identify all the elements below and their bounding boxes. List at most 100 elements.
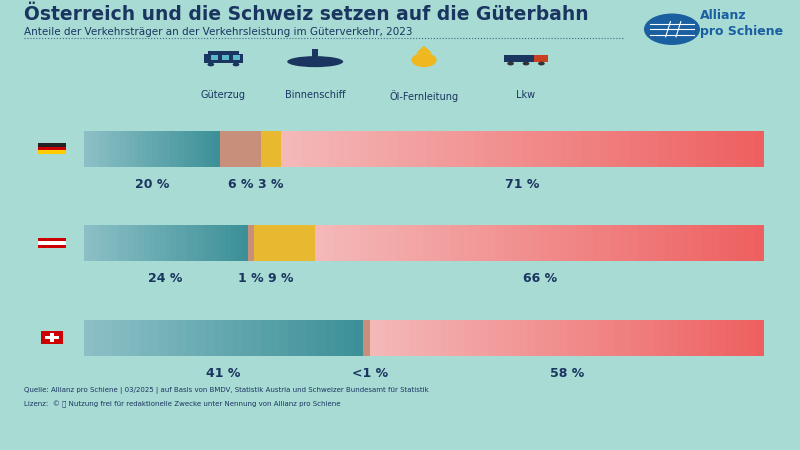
Bar [686, 130, 697, 166]
Bar [619, 130, 630, 166]
Bar [84, 130, 89, 166]
Bar [41, 331, 63, 344]
Bar [315, 225, 325, 261]
Bar [204, 225, 210, 261]
Text: 41 %: 41 % [206, 367, 241, 380]
Bar [106, 225, 111, 261]
Text: 20 %: 20 % [135, 178, 169, 191]
Text: 71 %: 71 % [506, 178, 540, 191]
Bar [84, 320, 94, 356]
Bar [697, 130, 706, 166]
Bar [204, 54, 243, 63]
Bar [585, 225, 594, 261]
Bar [614, 320, 622, 356]
Bar [610, 130, 619, 166]
Bar [282, 130, 291, 166]
Bar [125, 130, 130, 166]
Bar [282, 130, 764, 166]
Bar [532, 130, 542, 166]
Bar [188, 130, 194, 166]
Text: pro Schiene: pro Schiene [700, 25, 783, 38]
Bar [494, 225, 504, 261]
Bar [441, 225, 450, 261]
Bar [602, 225, 612, 261]
Bar [522, 225, 531, 261]
Text: 1 %: 1 % [238, 272, 263, 285]
Bar [693, 320, 702, 356]
Bar [223, 320, 233, 356]
Bar [406, 130, 417, 166]
Bar [606, 320, 614, 356]
Bar [456, 320, 465, 356]
Bar [630, 320, 638, 356]
Bar [94, 320, 103, 356]
Bar [150, 225, 155, 261]
Bar [179, 130, 184, 166]
Bar [117, 225, 122, 261]
Bar [416, 130, 426, 166]
Bar [100, 225, 106, 261]
Bar [147, 130, 152, 166]
Bar [351, 225, 361, 261]
Bar [755, 225, 765, 261]
Bar [534, 55, 549, 62]
Bar [144, 225, 150, 261]
Bar [127, 225, 134, 261]
Bar [486, 225, 495, 261]
Bar [182, 225, 188, 261]
Bar [692, 225, 702, 261]
Bar [106, 130, 111, 166]
Bar [270, 320, 279, 356]
Bar [522, 130, 533, 166]
Bar [149, 320, 158, 356]
Bar [45, 336, 59, 339]
Circle shape [507, 62, 514, 65]
Text: Quelle: Allianz pro Schiene | 03/2025 | auf Basis von BMDV, Statistik Austria un: Quelle: Allianz pro Schiene | 03/2025 | … [24, 387, 429, 394]
Bar [315, 225, 764, 261]
Bar [369, 225, 378, 261]
Bar [116, 130, 121, 166]
Bar [310, 130, 320, 166]
Text: Lizenz:  © ⓘ Nutzung frei für redaktionelle Zwecke unter Nennung von Allianz pro: Lizenz: © ⓘ Nutzung frei für redaktionel… [24, 400, 341, 408]
Bar [710, 225, 719, 261]
Bar [511, 320, 520, 356]
Bar [291, 130, 301, 166]
Bar [84, 130, 220, 166]
Bar [582, 320, 591, 356]
Bar [571, 130, 581, 166]
Bar [210, 55, 218, 60]
Bar [464, 320, 473, 356]
Bar [279, 320, 289, 356]
Bar [368, 130, 378, 166]
Bar [236, 225, 242, 261]
Bar [551, 320, 559, 356]
Bar [222, 55, 229, 60]
Bar [581, 130, 590, 166]
Circle shape [644, 14, 700, 45]
Bar [414, 225, 423, 261]
Bar [656, 225, 666, 261]
Bar [539, 225, 549, 261]
Bar [405, 225, 414, 261]
Bar [622, 320, 630, 356]
Bar [543, 320, 551, 356]
Text: Anteile der Verkehrsträger an der Verkehrsleistung im Güterverkehr, 2023: Anteile der Verkehrsträger an der Verkeh… [24, 27, 413, 37]
Bar [205, 320, 214, 356]
Polygon shape [417, 47, 431, 53]
Bar [157, 130, 162, 166]
Bar [575, 225, 585, 261]
Bar [335, 320, 345, 356]
Bar [166, 225, 171, 261]
Text: Öl-Fernleitung: Öl-Fernleitung [390, 90, 458, 102]
Bar [387, 130, 398, 166]
Bar [387, 225, 396, 261]
Bar [629, 130, 639, 166]
Bar [620, 225, 630, 261]
Text: 66 %: 66 % [522, 272, 557, 285]
Bar [503, 130, 514, 166]
Bar [594, 225, 603, 261]
Bar [745, 130, 754, 166]
Bar [683, 225, 693, 261]
Bar [397, 130, 407, 166]
Bar [436, 130, 446, 166]
